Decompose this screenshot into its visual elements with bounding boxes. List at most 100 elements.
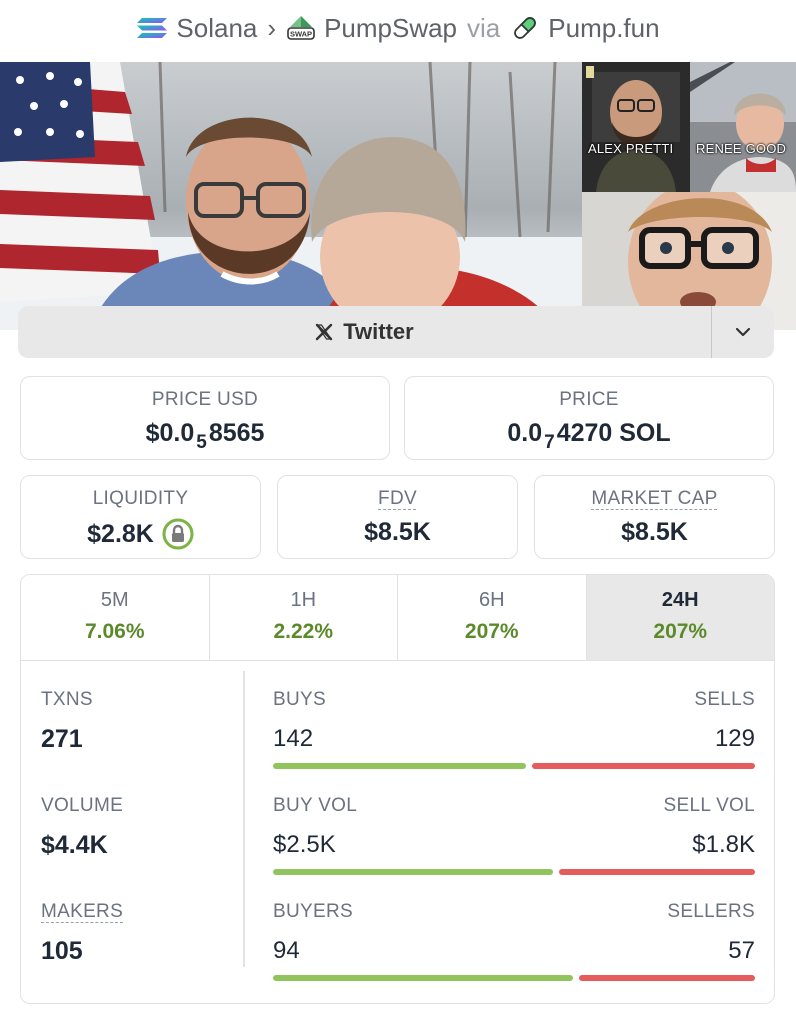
buy-vol-value: $2.5K	[273, 831, 336, 858]
price-usd-suffix: 8565	[208, 419, 265, 447]
volume-ratio-bar	[273, 869, 755, 875]
price-usd-value: $0.0 5 8565	[21, 419, 389, 453]
pill-icon	[514, 17, 537, 39]
chevron-down-icon	[735, 327, 751, 337]
thumbnail-alex: ALEX PRETTI	[582, 62, 690, 192]
price-native-suffix: 4270 SOL	[556, 419, 671, 447]
price-usd-card: PRICE USD $0.0 5 8565	[20, 376, 390, 460]
volume-buy-bar	[273, 869, 553, 875]
price-usd-prefix: $0.0	[145, 419, 195, 447]
fdv-card: FDV $8.5K	[277, 475, 518, 559]
breadcrumb-chain[interactable]: Solana	[136, 13, 257, 44]
market-cap-card: MARKET CAP $8.5K	[534, 475, 775, 559]
thumbnail-label-renee: RENEE GOOD	[696, 141, 787, 156]
breadcrumb-launchpad-label: Pump.fun	[548, 12, 660, 43]
volume-label: VOLUME	[41, 795, 124, 816]
price-usd-zero-count: 5	[196, 431, 207, 453]
price-native-card: PRICE 0.0 7 4270 SOL	[404, 376, 774, 460]
market-cap-label[interactable]: MARKET CAP	[535, 488, 774, 510]
twitter-bar-divider	[711, 306, 712, 358]
banner-photo	[0, 62, 582, 330]
tab-6h[interactable]: 6H 207%	[398, 575, 587, 660]
solana-icon	[137, 18, 168, 38]
fdv-label[interactable]: FDV	[278, 488, 517, 510]
market-cap-label-text: MARKET CAP	[591, 488, 718, 509]
breadcrumb-dex-label: PumpSwap	[324, 12, 458, 43]
tab-5m-change: 7.06%	[84, 620, 145, 643]
txns-value: 271	[41, 725, 83, 753]
buys-value: 142	[273, 725, 314, 752]
sells-label: SELLS	[694, 689, 755, 710]
x-logo-icon	[316, 323, 333, 341]
svg-text:SWAP: SWAP	[290, 30, 312, 39]
makers-ratio-bar	[273, 975, 755, 981]
thumbnail-alex-photo	[582, 62, 690, 192]
makers-label[interactable]: MAKERS	[41, 901, 124, 922]
price-native-zero-count: 7	[544, 431, 555, 453]
stats-panel: 5M 7.06% 1H 2.22% 6H 207% 24H 207% TXNS …	[20, 574, 775, 1004]
price-native-prefix: 0.0	[507, 419, 543, 447]
volume-breakdown: BUY VOL SELL VOL $2.5K $1.8K	[273, 795, 755, 875]
twitter-link-button[interactable]: Twitter	[18, 306, 711, 358]
breadcrumb-launchpad[interactable]: Pump.fun	[510, 12, 660, 44]
price-native-label: PRICE	[559, 389, 619, 410]
tab-24h[interactable]: 24H 207%	[586, 575, 774, 660]
thumbnail-renee-photo	[690, 62, 796, 192]
tab-6h-change: 207%	[464, 620, 519, 643]
pumpswap-icon: SWAP	[287, 16, 315, 40]
liquidity-value-row: $2.8K	[21, 518, 260, 550]
breadcrumb: Solana › SWAP PumpSwap via Pump.fun	[0, 0, 796, 56]
makers-sell-bar	[579, 975, 755, 981]
social-links-bar: Twitter	[18, 306, 774, 358]
sell-vol-label: SELL VOL	[663, 795, 755, 816]
txns-buy-bar	[273, 763, 526, 769]
thumbnail-renee: RENEE GOOD	[690, 62, 796, 192]
sell-vol-value: $1.8K	[692, 831, 755, 858]
tab-24h-label: 24H	[661, 589, 699, 611]
volume-sell-bar	[558, 869, 755, 875]
totals-column: TXNS 271 VOLUME $4.4K MAKERS 105	[21, 661, 243, 1003]
buyers-label: BUYERS	[273, 901, 353, 922]
buys-label: BUYS	[273, 689, 326, 710]
liquidity-card: LIQUIDITY $2.8K	[20, 475, 261, 559]
fdv-label-text: FDV	[378, 488, 417, 509]
tab-1h-change: 2.22%	[273, 620, 334, 643]
stats-body: TXNS 271 VOLUME $4.4K MAKERS 105 BUYS SEL…	[21, 661, 774, 1003]
sellers-label: SELLERS	[667, 901, 755, 922]
buy-vol-label: BUY VOL	[273, 795, 358, 816]
txns-sell-bar	[531, 763, 755, 769]
timeframe-tabs: 5M 7.06% 1H 2.22% 6H 207% 24H 207%	[21, 575, 774, 661]
volume-value: $4.4K	[41, 831, 108, 859]
makers-value: 105	[41, 937, 83, 965]
tab-5m[interactable]: 5M 7.06%	[21, 575, 210, 660]
thumbnail-label-alex: ALEX PRETTI	[588, 141, 674, 156]
sells-value: 129	[714, 725, 755, 752]
price-usd-label: PRICE USD	[151, 389, 259, 410]
more-links-toggle[interactable]	[712, 306, 774, 358]
makers-breakdown: BUYERS SELLERS 94 57	[273, 901, 755, 981]
tab-6h-label: 6H	[478, 589, 505, 611]
tab-1h-label: 1H	[290, 589, 317, 611]
price-native-value: 0.0 7 4270 SOL	[405, 419, 773, 453]
tab-24h-change: 207%	[653, 620, 708, 643]
tab-5m-label: 5M	[100, 589, 129, 611]
liquidity-value: $2.8K	[87, 519, 154, 548]
lock-icon[interactable]	[162, 518, 194, 550]
makers-buy-bar	[273, 975, 574, 981]
breadcrumb-dex[interactable]: SWAP PumpSwap	[286, 13, 457, 44]
txns-label: TXNS	[41, 689, 93, 710]
tab-1h[interactable]: 1H 2.22%	[210, 575, 398, 660]
column-divider	[243, 671, 245, 967]
breadcrumb-chain-label: Solana	[176, 12, 258, 43]
chevron-right-icon: ›	[267, 12, 277, 43]
via-text: via	[467, 12, 501, 43]
buyers-value: 94	[273, 937, 300, 964]
liquidity-label: LIQUIDITY	[92, 488, 189, 509]
txns-breakdown: BUYS SELLS 142 129	[273, 689, 755, 769]
token-banner-image: ALEX PRETTI RENEE GOOD	[0, 62, 796, 330]
market-cap-value: $8.5K	[621, 518, 688, 546]
twitter-link-label: Twitter	[343, 319, 414, 344]
txns-ratio-bar	[273, 763, 755, 769]
sellers-value: 57	[728, 937, 755, 964]
fdv-value: $8.5K	[364, 518, 431, 546]
